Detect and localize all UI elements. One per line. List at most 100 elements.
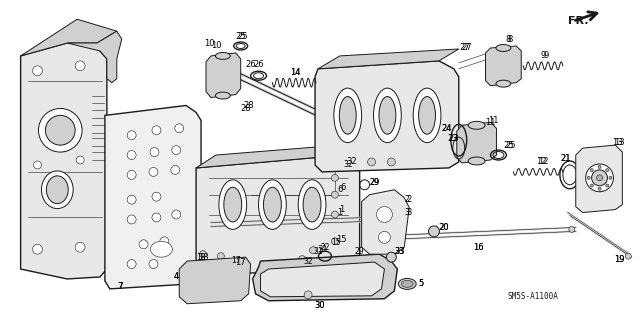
Text: 28: 28: [243, 101, 254, 110]
Ellipse shape: [216, 92, 230, 99]
Text: 19: 19: [614, 255, 625, 263]
Circle shape: [590, 184, 593, 187]
Text: 20: 20: [439, 223, 449, 232]
Text: 16: 16: [474, 243, 484, 252]
Polygon shape: [315, 61, 459, 172]
Circle shape: [33, 161, 42, 169]
Text: 16: 16: [474, 243, 484, 252]
Circle shape: [598, 187, 601, 190]
Ellipse shape: [42, 171, 73, 209]
Polygon shape: [196, 155, 360, 274]
Circle shape: [606, 184, 609, 187]
Ellipse shape: [224, 187, 242, 222]
Text: 25: 25: [505, 141, 516, 150]
Text: 25: 25: [503, 141, 513, 150]
Ellipse shape: [413, 88, 441, 143]
Ellipse shape: [47, 176, 68, 204]
Ellipse shape: [468, 121, 485, 129]
Text: 1: 1: [339, 205, 344, 214]
Circle shape: [175, 124, 184, 133]
Circle shape: [569, 226, 575, 232]
Text: 4: 4: [173, 272, 179, 281]
Circle shape: [150, 148, 159, 157]
Text: SM5S-A1100A: SM5S-A1100A: [508, 292, 559, 301]
Circle shape: [332, 174, 339, 181]
Text: 18: 18: [196, 253, 206, 262]
Circle shape: [172, 145, 180, 154]
Text: 15: 15: [331, 238, 340, 247]
Text: 12: 12: [538, 158, 548, 167]
Ellipse shape: [496, 80, 511, 87]
Text: 32: 32: [303, 256, 313, 266]
Text: 9: 9: [543, 51, 548, 60]
Text: 2: 2: [405, 195, 410, 204]
Text: 11: 11: [488, 116, 499, 125]
Text: 14: 14: [290, 68, 300, 77]
Polygon shape: [486, 46, 521, 85]
Text: 7: 7: [117, 282, 123, 291]
Circle shape: [586, 164, 613, 192]
Polygon shape: [362, 190, 409, 254]
Text: 14: 14: [290, 68, 300, 77]
Text: 28: 28: [241, 104, 251, 113]
Text: 8: 8: [506, 34, 511, 44]
Text: 17: 17: [231, 256, 241, 265]
Text: 17: 17: [236, 258, 246, 267]
Ellipse shape: [374, 88, 401, 143]
Text: 4: 4: [173, 272, 179, 281]
Circle shape: [218, 253, 225, 260]
Circle shape: [127, 170, 136, 179]
Circle shape: [332, 211, 339, 218]
Ellipse shape: [219, 180, 246, 229]
Text: 2: 2: [406, 195, 412, 204]
Text: 12: 12: [536, 158, 547, 167]
Polygon shape: [20, 19, 116, 56]
Ellipse shape: [468, 157, 485, 165]
Circle shape: [33, 244, 42, 254]
Text: 32: 32: [343, 160, 353, 169]
Circle shape: [75, 61, 85, 71]
Circle shape: [152, 192, 161, 201]
Text: 20: 20: [438, 223, 449, 232]
Text: 1: 1: [337, 208, 342, 217]
Circle shape: [625, 253, 631, 259]
Circle shape: [200, 251, 207, 258]
Circle shape: [127, 195, 136, 204]
Circle shape: [591, 170, 607, 186]
Polygon shape: [105, 106, 201, 289]
Circle shape: [609, 176, 612, 179]
Text: 25: 25: [236, 32, 246, 41]
Circle shape: [139, 240, 148, 249]
Circle shape: [429, 226, 440, 237]
Circle shape: [387, 158, 396, 166]
Polygon shape: [576, 145, 622, 212]
Circle shape: [598, 166, 601, 168]
Circle shape: [387, 252, 396, 262]
Text: 15: 15: [337, 235, 347, 244]
Circle shape: [596, 175, 602, 181]
Circle shape: [378, 231, 390, 243]
Polygon shape: [206, 53, 241, 98]
Text: 5: 5: [419, 279, 424, 288]
Circle shape: [75, 242, 85, 252]
Circle shape: [304, 291, 312, 299]
Circle shape: [160, 237, 169, 246]
Ellipse shape: [339, 97, 356, 134]
Ellipse shape: [419, 97, 435, 134]
Ellipse shape: [216, 52, 230, 59]
Ellipse shape: [379, 97, 396, 134]
Text: 26: 26: [253, 60, 264, 69]
Polygon shape: [67, 31, 122, 83]
Text: 21: 21: [561, 153, 571, 162]
Ellipse shape: [264, 187, 282, 222]
Text: 21: 21: [561, 153, 571, 162]
Text: 10: 10: [211, 41, 221, 50]
Circle shape: [332, 191, 339, 198]
Circle shape: [127, 131, 136, 140]
Text: 31: 31: [317, 245, 328, 254]
Text: 27: 27: [460, 43, 470, 53]
Polygon shape: [253, 254, 397, 301]
Circle shape: [606, 169, 609, 172]
Circle shape: [149, 260, 158, 269]
Text: FR.: FR.: [568, 16, 588, 26]
